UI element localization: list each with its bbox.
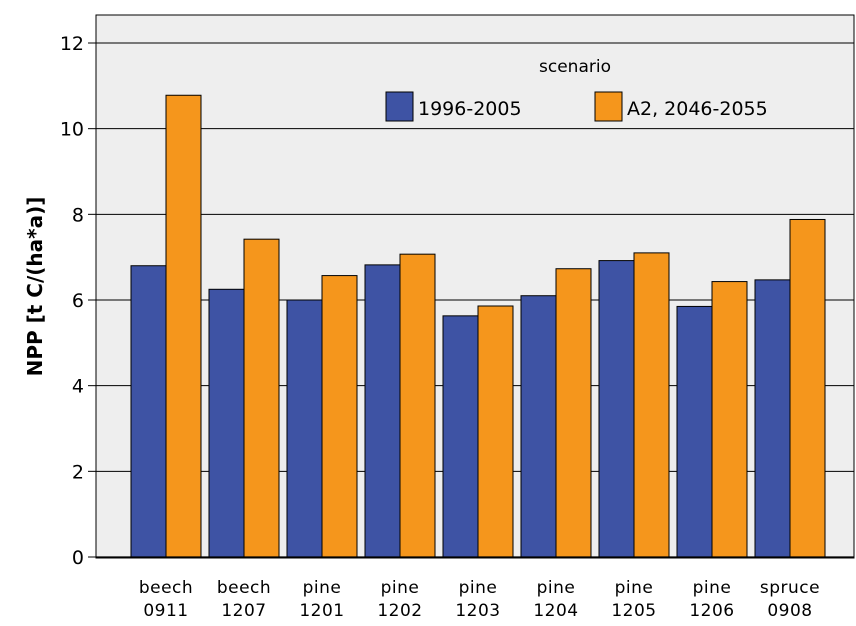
- x-tick-label: beech: [139, 578, 193, 598]
- legend-swatch: [594, 91, 623, 122]
- bar-series-1: [520, 295, 557, 558]
- bar-series-1: [286, 299, 323, 558]
- x-tick-label: pine: [615, 578, 654, 598]
- x-tick-label: 0911: [143, 601, 188, 621]
- bar-series-2: [243, 238, 280, 558]
- y-tick-label: 10: [60, 119, 84, 141]
- x-tick-label: 1203: [455, 601, 500, 621]
- legend: scenario 1996-2005 A2, 2046-2055: [385, 57, 768, 122]
- legend-label: 1996-2005: [418, 98, 522, 120]
- x-tick-label: spruce: [760, 578, 820, 598]
- bar-series-2: [633, 252, 670, 558]
- bar-series-2: [711, 281, 748, 558]
- x-tick-label: 0908: [767, 601, 812, 621]
- x-tick-label: pine: [303, 578, 342, 598]
- bar-series-2: [477, 305, 514, 558]
- x-tick-label: beech: [217, 578, 271, 598]
- bar-series-2: [555, 268, 592, 558]
- x-tick-label: pine: [381, 578, 420, 598]
- bar-series-2: [165, 94, 202, 558]
- y-tick-label: 8: [72, 204, 84, 226]
- bar-series-1: [598, 260, 635, 558]
- bar-series-1: [130, 265, 167, 558]
- x-tick-label: 1205: [611, 601, 656, 621]
- x-tick-label: 1207: [221, 601, 266, 621]
- x-tick-label: 1202: [377, 601, 422, 621]
- bar-series-2: [321, 275, 358, 558]
- bar-series-1: [676, 305, 713, 558]
- legend-swatch: [385, 91, 414, 122]
- axes: 0 2 4 6 8 10 12 beech 0911 beech 1207 pine 1201 pine 1…: [60, 33, 854, 621]
- y-axis-label: NPP [t C/(ha*a)]: [23, 197, 47, 377]
- bar-series-2: [789, 218, 826, 558]
- bar-series-1: [208, 288, 245, 558]
- y-tick-label: 4: [72, 376, 84, 398]
- y-tick-label: 0: [72, 547, 84, 569]
- bar-series-2: [399, 253, 436, 558]
- x-tick-label: 1204: [533, 601, 578, 621]
- x-tick-label: pine: [537, 578, 576, 598]
- bars: [130, 94, 826, 558]
- bar-series-1: [754, 279, 791, 558]
- y-tick-label: 12: [60, 33, 84, 55]
- y-tick-label: 2: [72, 461, 84, 483]
- x-tick-label: pine: [693, 578, 732, 598]
- bar-series-1: [364, 264, 401, 558]
- x-tick-label: pine: [459, 578, 498, 598]
- legend-title: scenario: [539, 57, 611, 77]
- x-tick-label: 1206: [689, 601, 734, 621]
- bar-series-1: [442, 315, 479, 558]
- y-tick-label: 6: [72, 290, 84, 312]
- x-tick-label: 1201: [299, 601, 344, 621]
- legend-label: A2, 2046-2055: [627, 98, 768, 120]
